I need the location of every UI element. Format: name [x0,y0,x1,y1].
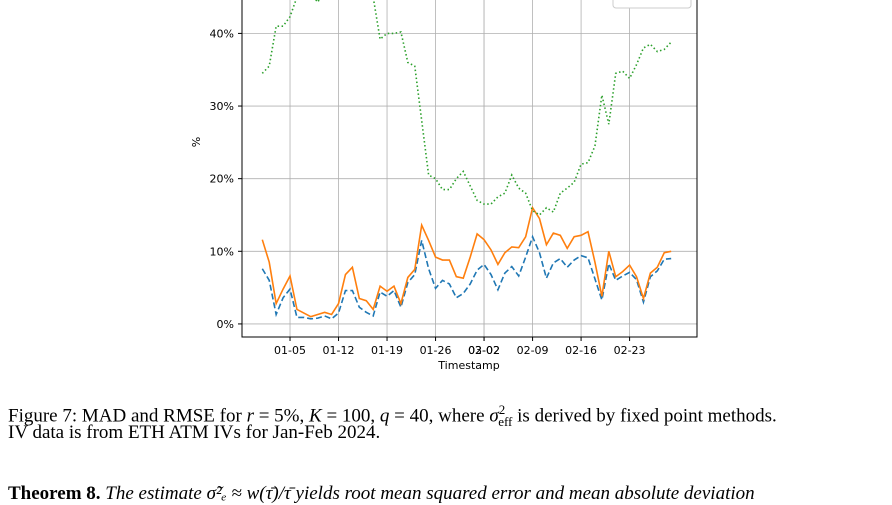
caption-math: r [246,405,254,427]
series-line [261,0,672,217]
caption-text: is derived by fixed point methods. [512,405,777,427]
chart: 0%10%20%30%40%01-05 01-12 01-19 01-26 02-02 0… [190,0,698,372]
x-tick-label: 01-19 [371,344,403,357]
x-tick-label: 02-09 [517,344,549,357]
x-tick-label: 02-02 [468,344,500,357]
y-tick-label: 10% [210,245,234,258]
caption-math: K [309,405,322,427]
caption-text: = 5%, [253,405,310,427]
x-tick-label: 01-12 [323,344,355,357]
plot-area [261,0,672,320]
x-tick-label: 01-26 [420,344,452,357]
y-tick-label: 40% [210,27,234,40]
legend-box [612,0,692,9]
x-tick-label: 02-16 [565,344,597,357]
x-tick-label: 03-02 [468,344,500,357]
caption-text: = 40, where [389,405,490,427]
theorem-label: Theorem 8. [8,483,101,504]
y-tick-label: 20% [210,173,234,186]
y-tick-label: 0% [217,318,234,331]
caption-line: IV data is from ETH ATM IVs for Jan-Feb … [8,422,381,443]
y-tick-label: 30% [210,100,234,113]
caption-math: eff [498,414,513,430]
caption-text: = 100, [321,405,380,427]
theorem-text: The estimate σ̃²ₑ ≈ w(τ̄)/τ̄ yields root… [105,483,755,504]
theorem: Theorem 8. The estimate σ̃²ₑ ≈ w(τ̄)/τ̄ … [8,482,755,505]
series-line [261,205,672,318]
caption-math: σ [489,405,499,427]
axes-frame [241,0,698,338]
x-tick-label: 01-05 [274,344,306,357]
caption-math: q [379,405,390,427]
x-axis-label: Timestamp [437,359,499,372]
caption-math: 2 [498,402,506,417]
series-line [261,234,672,320]
axes: 0%10%20%30%40%01-05 01-12 01-19 01-26 02-02 0… [210,27,646,357]
x-tick-label: 02-23 [614,344,646,357]
caption-line: Figure 7: MAD and RMSE for r = 5%, K = 1… [8,398,777,433]
y-axis-label: % [190,137,203,147]
grid [242,0,697,337]
caption-text: Figure 7: MAD and RMSE for [8,405,247,427]
